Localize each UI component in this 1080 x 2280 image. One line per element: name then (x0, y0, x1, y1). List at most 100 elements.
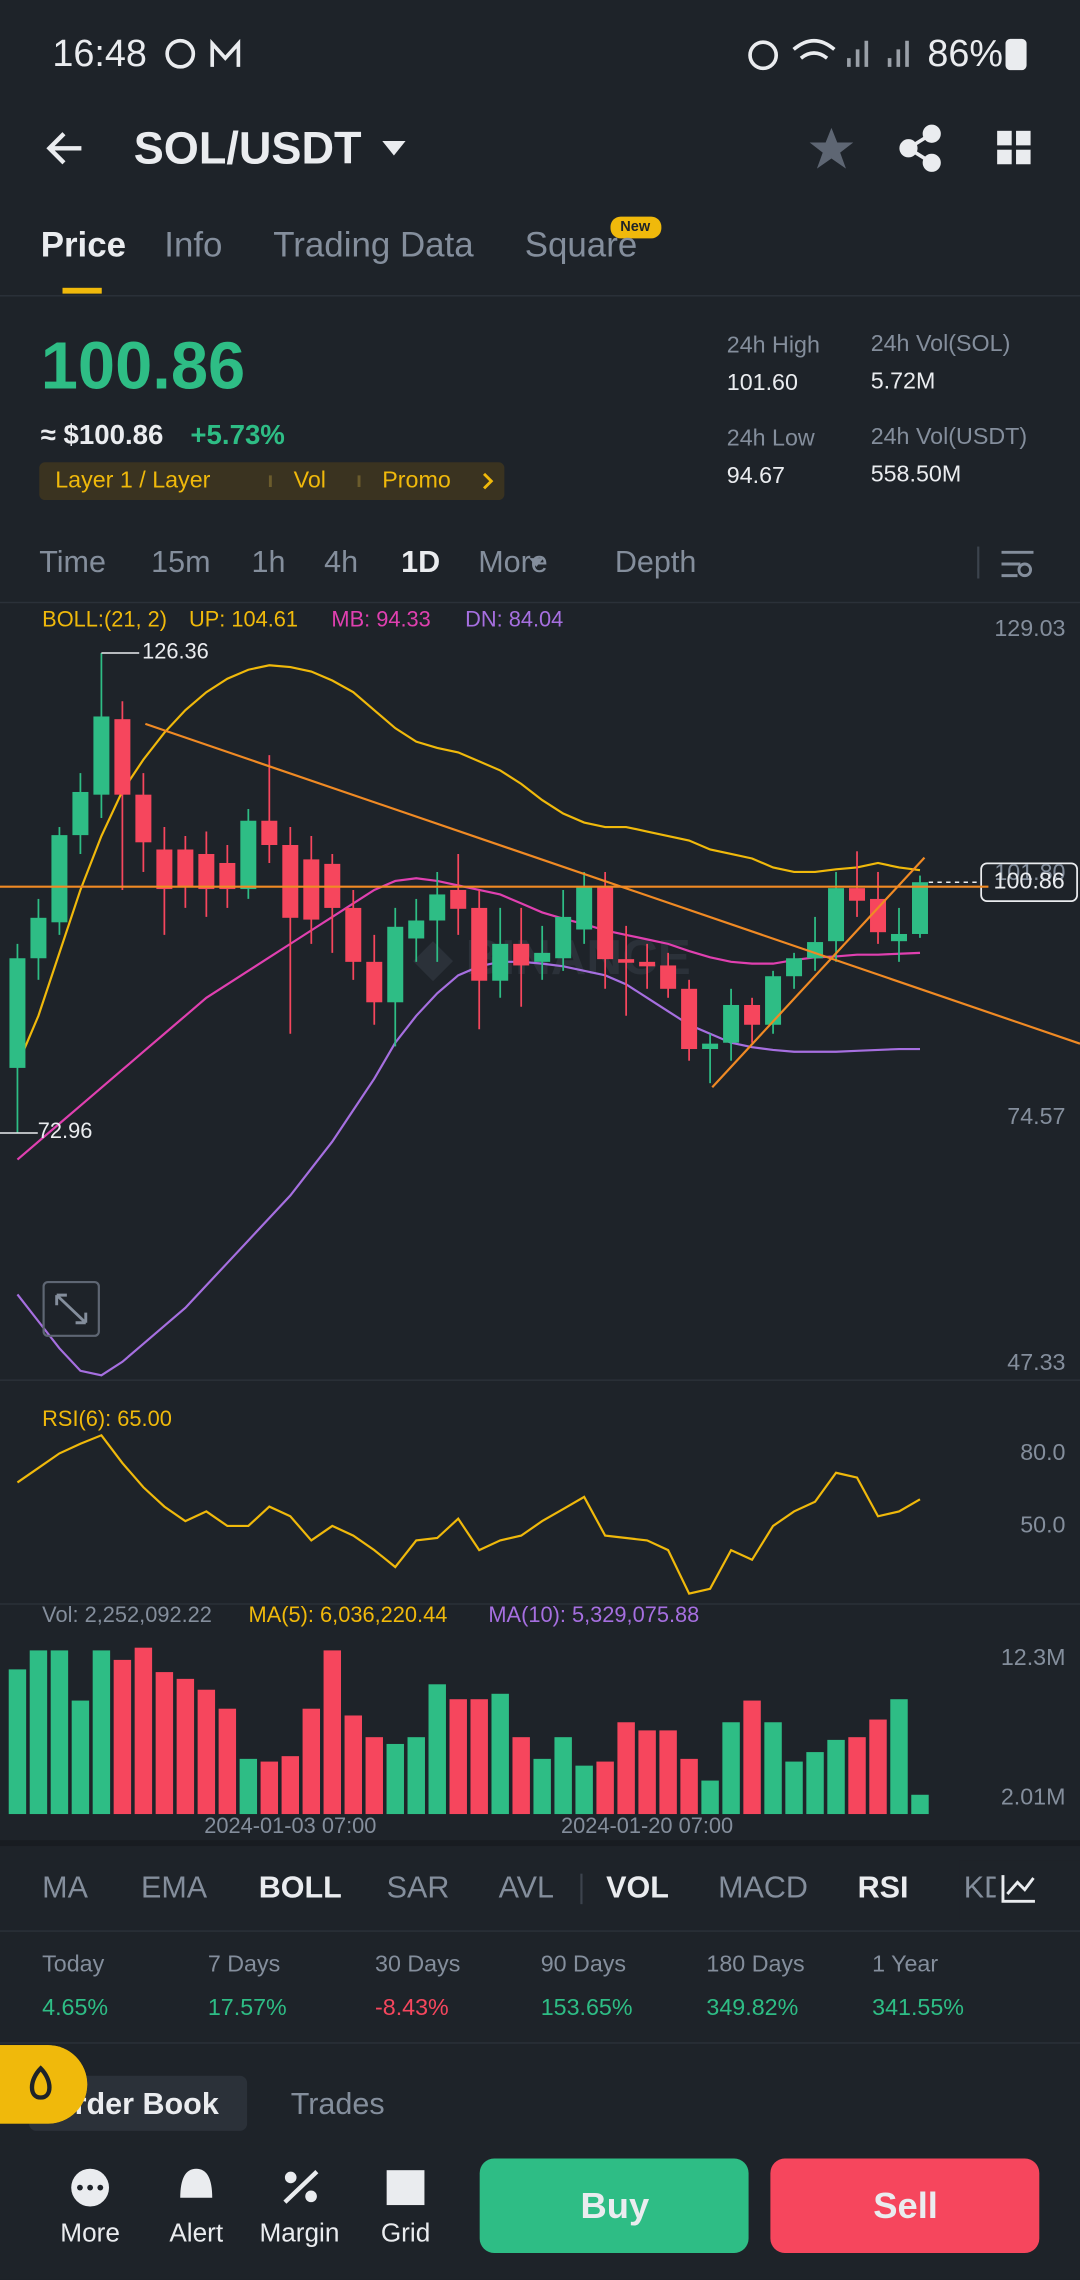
interval[interactable]: 4h (324, 545, 359, 580)
candle-body (765, 976, 782, 1025)
indicator-tab[interactable]: BOLL (258, 1871, 342, 1905)
stat-label: 24h Low (726, 426, 815, 452)
trend-line (711, 856, 926, 1089)
interval[interactable]: Depth (614, 545, 697, 580)
stat-value: 558.50M (870, 462, 962, 488)
chart-settings[interactable] (1001, 550, 1034, 578)
candle-body (681, 988, 698, 1050)
tag-arrow (483, 472, 494, 490)
stat-value: 5.72M (870, 369, 936, 395)
more-dot (77, 2184, 83, 2191)
volume-bar (113, 1659, 132, 1815)
share-line (905, 132, 933, 165)
pair-dropdown[interactable] (382, 140, 406, 156)
candle-body (303, 859, 320, 920)
volume-bar (155, 1672, 174, 1815)
y-tick-label: 74.57 (1007, 1106, 1066, 1131)
boll-line (16, 877, 921, 1161)
action-label[interactable]: Margin (259, 2218, 340, 2248)
indicator-tab[interactable]: MACD (718, 1871, 808, 1905)
candle-body (492, 943, 509, 981)
icon-battery (1005, 38, 1027, 71)
period-value: 17.57% (207, 1996, 287, 2022)
status-icons (165, 38, 1027, 71)
interval[interactable]: 1D (401, 545, 441, 580)
divider (0, 601, 1080, 604)
interval[interactable]: 15m (151, 545, 211, 580)
tab[interactable]: Price (40, 226, 127, 266)
divider (0, 1840, 1080, 1847)
margin-icon[interactable] (283, 2170, 319, 2204)
layout-button[interactable] (997, 130, 1031, 165)
legend-item: DN: 84.04 (465, 607, 564, 633)
volume-bar (470, 1699, 488, 1815)
volume-bar (806, 1752, 824, 1815)
action-label[interactable]: Grid (380, 2218, 431, 2248)
buy-button[interactable] (479, 2158, 749, 2254)
candle-body (618, 959, 635, 963)
y-tick-label: 2.01M (1000, 1785, 1066, 1811)
pair-title[interactable]: SOL/USDT (133, 122, 362, 174)
volume-bar (29, 1650, 48, 1815)
volume-bar (323, 1650, 342, 1815)
buy-label[interactable]: Buy (580, 2186, 650, 2227)
sell-button[interactable] (770, 2158, 1040, 2254)
candle-body (93, 716, 110, 795)
trend-line (145, 722, 1080, 1045)
action-label[interactable]: More (60, 2218, 120, 2248)
new-badge (610, 216, 662, 239)
settings-line (1001, 550, 1034, 578)
indicator-settings[interactable] (1001, 1875, 1035, 1903)
candle-body (534, 952, 551, 962)
candle-body (639, 961, 656, 967)
indicator-tab[interactable]: MA (42, 1871, 88, 1905)
icon-g (165, 38, 196, 69)
divider (0, 1379, 1080, 1381)
tab[interactable]: Trading Data (273, 226, 474, 266)
last-price: 100.86 (40, 327, 246, 404)
more-dot (97, 2184, 104, 2191)
indicator-tab[interactable]: RSI (857, 1871, 909, 1905)
volume-bar (554, 1737, 572, 1815)
y-tick-label: 47.33 (1007, 1350, 1066, 1376)
share-button[interactable] (899, 124, 941, 172)
indicator-tab[interactable]: EMA (140, 1871, 208, 1905)
tag[interactable]: Layer 1 / Layer (55, 468, 211, 494)
expand-button[interactable] (42, 1280, 100, 1337)
interval[interactable]: 1h (251, 545, 286, 580)
indicator-tab[interactable]: SAR (386, 1871, 450, 1905)
interval[interactable]: More (478, 545, 548, 580)
action-label[interactable]: Alert (169, 2218, 224, 2248)
candle-body (429, 894, 446, 921)
indicator-tab[interactable]: AVL (498, 1871, 555, 1905)
divider (0, 2042, 1080, 2044)
rsi-label: RSI(6): 65.00 (42, 1407, 172, 1432)
interval[interactable]: Time (39, 545, 106, 580)
tab[interactable]: Square (524, 226, 638, 266)
status-battery: 86% (927, 31, 1004, 75)
grid-icon[interactable] (386, 2170, 425, 2206)
period-value: 153.65% (540, 1996, 633, 2022)
candle-body (219, 862, 236, 890)
favorite-button[interactable] (809, 127, 854, 169)
candle-body (597, 886, 614, 960)
volume-bar (911, 1794, 929, 1815)
candle-body (9, 958, 26, 1068)
floating-button-layer[interactable] (0, 2044, 90, 2125)
tag[interactable]: Vol (293, 468, 326, 494)
indicator-tab[interactable]: VOL (606, 1871, 669, 1905)
indicator-tab[interactable]: KDJ (963, 1871, 996, 1905)
tag[interactable]: Promo (382, 468, 451, 494)
margin-dot (284, 2171, 297, 2184)
flame-icon (29, 2065, 52, 2100)
book-tab[interactable]: Trades (290, 2087, 385, 2122)
tab[interactable]: Info (164, 226, 223, 266)
sell-label[interactable]: Sell (873, 2186, 938, 2227)
back-button[interactable] (46, 132, 82, 165)
volume-bar (491, 1693, 509, 1815)
alert-icon[interactable] (180, 2168, 213, 2203)
y-tick-label: 50.0 (1020, 1513, 1066, 1539)
divider (0, 295, 1080, 297)
